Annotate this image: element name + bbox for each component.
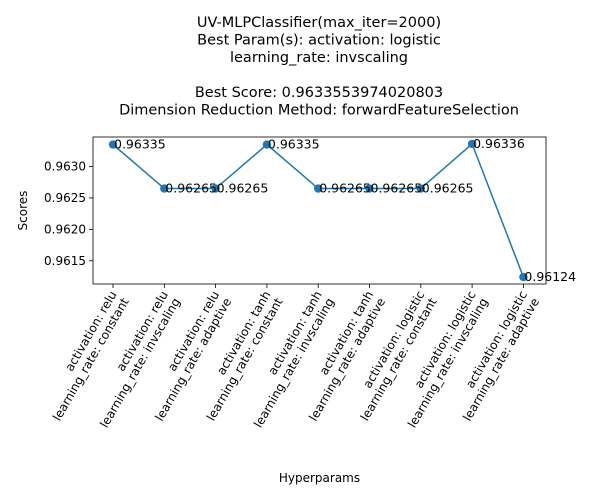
data-point <box>160 184 169 193</box>
data-label: 0.96265 <box>319 181 371 196</box>
y-tick-label: 0.9630 <box>44 160 86 174</box>
y-tick-label: 0.9615 <box>44 254 86 268</box>
chart-title-line: Dimension Reduction Method: forwardFeatu… <box>119 103 519 119</box>
y-axis-label: Scores <box>16 191 30 231</box>
series-line <box>112 142 525 278</box>
series-scores <box>108 139 528 282</box>
data-label: 0.96335 <box>268 137 320 152</box>
data-label: 0.96336 <box>473 136 525 151</box>
data-point <box>211 184 220 193</box>
data-label: 0.96265 <box>165 181 217 196</box>
data-label: 0.96265 <box>217 181 269 196</box>
x-axis-label: Hyperparams <box>279 471 360 485</box>
y-axis-ticks: 0.9615 0.9620 0.9625 0.9630 <box>44 160 93 268</box>
chart-title: UV-MLPClassifier(max_iter=2000) Best Para… <box>119 15 519 119</box>
data-point <box>365 184 374 193</box>
chart-title-line: learning_rate: invscaling <box>230 50 408 66</box>
data-point <box>467 139 477 149</box>
y-tick-label: 0.9625 <box>44 191 86 205</box>
data-label: 0.96124 <box>524 269 576 284</box>
data-point <box>314 184 323 193</box>
data-point <box>262 140 272 149</box>
x-axis-ticks: activation: relulearning_rate: constanta… <box>50 284 542 430</box>
data-point <box>519 272 528 282</box>
data-point <box>108 140 118 149</box>
chart-title-line: Best Param(s): activation: logistic <box>197 33 441 49</box>
plot-area <box>92 136 547 285</box>
y-tick-label: 0.9620 <box>44 222 86 236</box>
data-label: 0.96335 <box>114 137 166 152</box>
data-label: 0.96265 <box>371 181 423 196</box>
chart-title-line: Best Score: 0.9633553974020803 <box>195 85 443 101</box>
data-label: 0.96265 <box>422 181 474 196</box>
chart-title-line: UV-MLPClassifier(max_iter=2000) <box>197 15 441 31</box>
data-point <box>416 184 425 193</box>
